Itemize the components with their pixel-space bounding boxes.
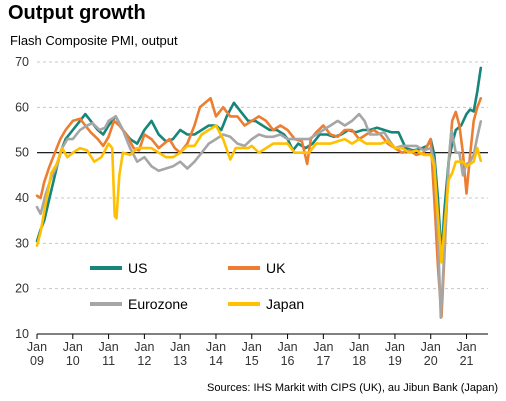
x-tick-label-year: 12 xyxy=(137,354,151,368)
x-tick-label-month: Jan xyxy=(242,340,262,354)
series-line-uk xyxy=(35,97,483,319)
chart-title: Output growth xyxy=(8,2,146,24)
x-tick-label-month: Jan xyxy=(456,340,476,354)
x-tick-label-month: Jan xyxy=(134,340,154,354)
y-tick-label: 30 xyxy=(15,236,29,250)
x-tick-label-year: 16 xyxy=(281,354,295,368)
x-tick-label-year: 18 xyxy=(352,354,366,368)
x-tick-label-year: 19 xyxy=(388,354,402,368)
x-tick-label-year: 17 xyxy=(316,354,330,368)
chart-subtitle: Flash Composite PMI, output xyxy=(10,33,178,48)
legend-label-japan: Japan xyxy=(266,296,304,312)
x-tick-label-month: Jan xyxy=(27,340,47,354)
x-tick-label-month: Jan xyxy=(385,340,405,354)
y-tick-label: 50 xyxy=(15,146,29,160)
x-tick-label-year: 13 xyxy=(173,354,187,368)
series-line-japan xyxy=(35,124,483,264)
x-tick-label-month: Jan xyxy=(99,340,119,354)
legend-label-eurozone: Eurozone xyxy=(128,296,188,312)
y-tick-label: 10 xyxy=(15,327,29,341)
x-tick-label-month: Jan xyxy=(206,340,226,354)
x-tick-label-month: Jan xyxy=(421,340,441,354)
x-tick-label-month: Jan xyxy=(277,340,297,354)
legend-label-us: US xyxy=(128,260,147,276)
source-note: Sources: IHS Markit with CIPS (UK), au J… xyxy=(207,382,498,394)
x-tick-label-year: 14 xyxy=(209,354,223,368)
legend-label-uk: UK xyxy=(266,260,286,276)
series-line-us xyxy=(35,66,483,259)
series-lines xyxy=(35,66,483,319)
legend: US UK Eurozone Japan xyxy=(90,260,304,312)
x-tick-label-year: 11 xyxy=(102,354,115,368)
x-tick-label-year: 20 xyxy=(424,354,438,368)
y-tick-label: 70 xyxy=(15,55,29,69)
y-axis: 10 20 30 40 50 60 70 xyxy=(15,55,29,341)
x-tick-label-year: 09 xyxy=(30,354,44,368)
x-tick-label-year: 15 xyxy=(245,354,259,368)
x-tick-label-month: Jan xyxy=(63,340,83,354)
x-tick-label-month: Jan xyxy=(313,340,333,354)
x-tick-label-year: 10 xyxy=(66,354,80,368)
x-axis: Jan09Jan10Jan11Jan12Jan13Jan14Jan15Jan16… xyxy=(27,334,477,368)
x-tick-label-year: 21 xyxy=(460,354,474,368)
x-tick-label-month: Jan xyxy=(349,340,369,354)
y-tick-label: 20 xyxy=(15,282,29,296)
y-tick-label: 40 xyxy=(15,191,29,205)
grid-lines xyxy=(37,61,488,335)
y-tick-label: 60 xyxy=(15,100,29,114)
x-tick-label-month: Jan xyxy=(170,340,190,354)
